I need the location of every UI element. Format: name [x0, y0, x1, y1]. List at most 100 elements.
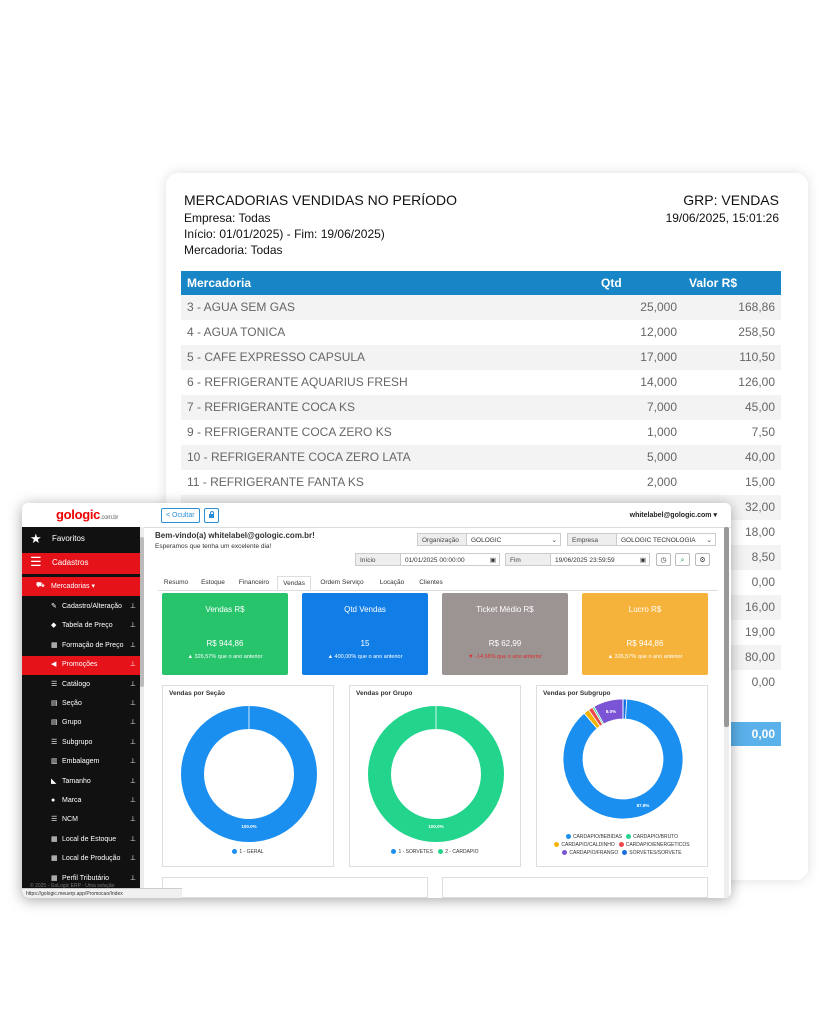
sidebar-item-tamanho[interactable]: ◣ Tamanho ⊥	[22, 773, 140, 792]
calendar-icon[interactable]: ▣	[489, 557, 496, 564]
slice-label: 100.0%	[428, 824, 443, 829]
donut-slice[interactable]	[562, 698, 684, 820]
kpi-note: ▲ 326,57% que o ano anterior	[187, 654, 263, 660]
gologic-logo[interactable]: gologic.com.br	[56, 507, 118, 522]
pin-icon[interactable]: ⊥	[129, 835, 136, 843]
pin-icon[interactable]: ⊥	[129, 738, 136, 746]
welcome-title: Bem-vindo(a) whitelabel@gologic.com.br!	[155, 531, 315, 540]
pin-icon[interactable]: ⊥	[129, 680, 136, 688]
pin-icon[interactable]: ⊥	[129, 797, 136, 804]
sidebar-item-promo-es[interactable]: ◀ Promoções ⊥	[22, 656, 140, 676]
sidebar-item-label: Catálogo	[62, 680, 91, 688]
org-select[interactable]: GOLOGIC ⌄	[466, 533, 561, 546]
legend-label: CARDAPIO/CALDINHO	[561, 842, 615, 848]
pin-icon[interactable]: ⊥	[129, 719, 136, 727]
pin-icon[interactable]: ⊥	[129, 816, 136, 824]
row-qtd: 25,000	[640, 300, 677, 314]
settings-icon[interactable]: ⚙	[695, 553, 710, 566]
calendar-icon[interactable]: ▣	[639, 557, 646, 564]
row-valor: 110,50	[739, 350, 775, 364]
sidebar-item-perfil-tribut-rio[interactable]: ▦ Perfil Tributário ⊥	[22, 870, 140, 889]
legend-item[interactable]: CARDAPIO/BRUTO	[626, 834, 678, 840]
sidebar-item-mercadorias[interactable]: ⛟ Mercadorias ▾	[22, 577, 140, 596]
table-row: 3 - AGUA SEM GAS 25,000 168,86	[181, 295, 781, 320]
tab-vendas[interactable]: Vendas	[277, 576, 311, 590]
search-icon[interactable]: ⌕	[675, 553, 690, 566]
row-qtd: 1,000	[646, 425, 677, 439]
sidebar-item-cat-logo[interactable]: ☰ Catálogo ⊥	[22, 676, 140, 695]
pin-icon[interactable]: ⊥	[129, 641, 136, 649]
empresa-select[interactable]: GOLOGIC TECNOLOGIA ⌄	[616, 533, 716, 546]
sidebar-item-favoritos[interactable]: ★ Favoritos	[22, 530, 140, 549]
inicio-date-input[interactable]: 01/01/2025 00:00:00 ▣	[400, 553, 500, 566]
tab-locacao[interactable]: Locação	[379, 579, 405, 586]
user-menu[interactable]: whitelabel@gologic.com ▾	[629, 512, 717, 519]
tab-estoque[interactable]: Estoque	[201, 579, 225, 586]
pin-icon[interactable]: ⊥	[129, 603, 136, 610]
dashboard-main: Bem-vindo(a) whitelabel@gologic.com.br! …	[144, 527, 724, 898]
sidebar-item-embalagem[interactable]: ▥ Embalagem ⊥	[22, 753, 140, 772]
tab-ordem-servico[interactable]: Ordem Serviço	[320, 579, 364, 586]
sidebar-item-se-o[interactable]: ▤ Seção ⊥	[22, 695, 140, 714]
kpi-title: Ticket Médio R$	[476, 605, 534, 614]
sidebar-item-ncm[interactable]: ☰ NCM ⊥	[22, 811, 140, 830]
sidebar-scrollbar[interactable]	[140, 527, 144, 898]
hide-sidebar-button[interactable]: < Ocultar	[161, 508, 200, 523]
app-window: gologic.com.br < Ocultar whitelabel@golo…	[22, 503, 731, 898]
table-row: 7 - REFRIGERANTE COCA KS 7,000 45,00	[181, 395, 781, 420]
row-mercadoria: 11 - REFRIGERANTE FANTA KS	[187, 475, 364, 489]
list-icon: ☰	[51, 680, 58, 688]
sidebar-item-grupo[interactable]: ▤ Grupo ⊥	[22, 714, 140, 733]
pin-icon[interactable]: ⊥	[129, 874, 136, 882]
sidebar-item-marca[interactable]: ● Marca ⊥	[22, 792, 140, 811]
legend-item[interactable]: CARDAPIO/BEBIDAS	[565, 834, 622, 840]
legend-item[interactable]: CARDAPIO/ENERGETICOS	[618, 842, 690, 848]
row-qtd: 5,000	[646, 450, 677, 464]
pin-icon[interactable]: ⊥	[129, 758, 136, 766]
tab-financeiro[interactable]: Financeiro	[238, 579, 270, 586]
legend-item[interactable]: 1 - SORVETES	[391, 849, 433, 855]
report-total-value: 0,00	[751, 727, 775, 741]
sidebar-item-cadastros[interactable]: ☰ Cadastros	[22, 553, 140, 574]
legend-item[interactable]: 1 - GERAL	[232, 849, 264, 855]
pin-icon[interactable]: ⊥	[129, 700, 136, 707]
tab-clientes[interactable]: Clientes	[419, 579, 443, 586]
donut-chart: 100.0%	[181, 706, 317, 842]
main-scroll-thumb[interactable]	[724, 527, 729, 727]
sidebar-item-label: Cadastros	[52, 558, 89, 567]
tab-resumo[interactable]: Resumo	[163, 579, 189, 586]
pin-icon[interactable]: ⊥	[129, 777, 136, 785]
row-valor: 0,00	[751, 575, 775, 589]
fim-date-input[interactable]: 19/06/2025 23:59:59 ▣	[550, 553, 650, 566]
legend-item[interactable]: SORVETES/SORVETE	[622, 850, 682, 856]
sidebar-item-tabela-de-pre-o[interactable]: ◆ Tabela de Preço ⊥	[22, 617, 140, 636]
chart-legend: 1 - GERAL	[163, 849, 333, 855]
legend-item[interactable]: CARDAPIO/FRANGO	[562, 850, 618, 856]
sidebar-scroll-thumb[interactable]	[140, 537, 144, 687]
sidebar-item-subgrupo[interactable]: ☰ Subgrupo ⊥	[22, 734, 140, 753]
lock-icon[interactable]	[204, 508, 219, 523]
donut-slice[interactable]	[181, 706, 317, 842]
clock-icon[interactable]: ◷	[656, 553, 671, 566]
row-valor: 15,00	[744, 475, 775, 489]
row-qtd: 2,000	[646, 475, 677, 489]
row-mercadoria: 3 - AGUA SEM GAS	[187, 300, 296, 314]
bottom-panel-left	[162, 877, 428, 898]
legend-item[interactable]: CARDAPIO/CALDINHO	[554, 842, 615, 848]
sidebar-item-local-de-estoque[interactable]: ▦ Local de Estoque ⊥	[22, 831, 140, 850]
pin-icon[interactable]: ⊥	[129, 622, 136, 630]
legend-item[interactable]: 2 - CARDAPIO	[438, 849, 479, 855]
sidebar-item-cadastro-altera-o[interactable]: ✎ Cadastro/Alteração ⊥	[22, 598, 140, 617]
sidebar-item-local-de-produ-o[interactable]: ▦ Local de Produção ⊥	[22, 850, 140, 869]
donut-slice[interactable]	[368, 706, 504, 842]
pin-icon[interactable]: ⊥	[129, 855, 136, 863]
sidebar-item-forma-o-de-pre-o[interactable]: ▦ Formação de Preço ⊥	[22, 637, 140, 656]
donut-chart: 87.8% 8.0%	[562, 698, 684, 820]
row-mercadoria: 6 - REFRIGERANTE AQUARIUS FRESH	[187, 375, 408, 389]
section-icon: ▤	[51, 700, 58, 707]
pin-icon[interactable]: ⊥	[129, 661, 136, 669]
inicio-label: Início	[355, 553, 401, 566]
tax-icon: ▦	[51, 874, 58, 882]
tag-icon: ◆	[51, 622, 57, 630]
main-scrollbar[interactable]	[724, 527, 729, 898]
